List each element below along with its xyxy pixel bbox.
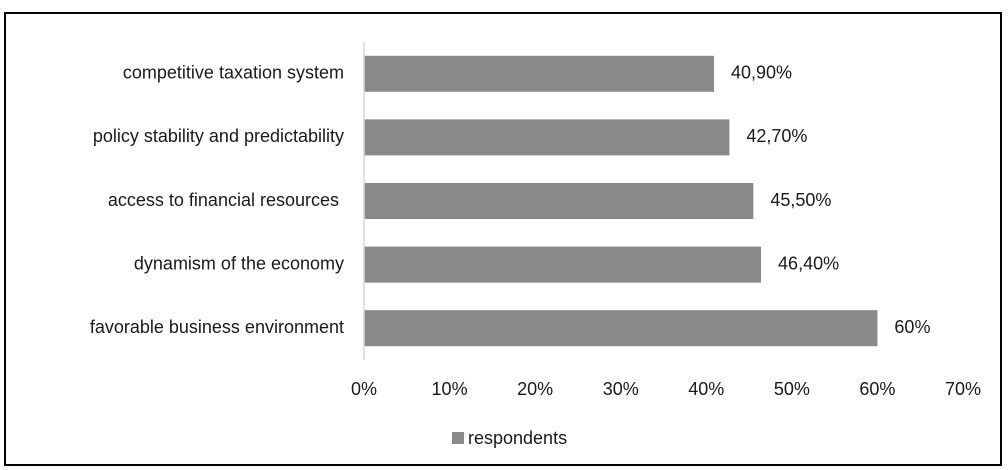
data-label: 42,70% xyxy=(746,126,807,146)
x-tick-label: 20% xyxy=(517,379,553,399)
bars-layer xyxy=(364,55,878,347)
x-tick-label: 60% xyxy=(859,379,895,399)
legend-swatch xyxy=(452,432,464,444)
category-label: dynamism of the economy xyxy=(134,253,344,273)
data-label: 40,90% xyxy=(731,63,792,83)
x-tick-label: 50% xyxy=(774,379,810,399)
legend-label: respondents xyxy=(468,428,567,448)
data-label: 60% xyxy=(894,317,930,337)
category-label: access to financial resources xyxy=(108,190,344,210)
x-tick-label: 40% xyxy=(688,379,724,399)
labels-layer: competitive taxation system 40,90% policy … xyxy=(90,63,931,337)
bar xyxy=(364,55,714,92)
bar xyxy=(364,183,754,219)
x-axis-ticks: 0% 10% 20% 30% 40% 50% 60% 70% xyxy=(351,379,981,399)
bar xyxy=(364,119,730,156)
bar xyxy=(364,246,762,283)
category-label: policy stability and predictability xyxy=(93,126,344,146)
legend: respondents xyxy=(452,428,567,448)
category-label: competitive taxation system xyxy=(123,63,344,83)
bar xyxy=(364,310,878,347)
x-tick-label: 0% xyxy=(351,379,377,399)
x-tick-label: 10% xyxy=(432,379,468,399)
data-label: 45,50% xyxy=(770,190,831,210)
data-label: 46,40% xyxy=(778,253,839,273)
category-label: favorable business environment xyxy=(90,317,344,337)
x-tick-label: 70% xyxy=(945,379,981,399)
x-tick-label: 30% xyxy=(603,379,639,399)
